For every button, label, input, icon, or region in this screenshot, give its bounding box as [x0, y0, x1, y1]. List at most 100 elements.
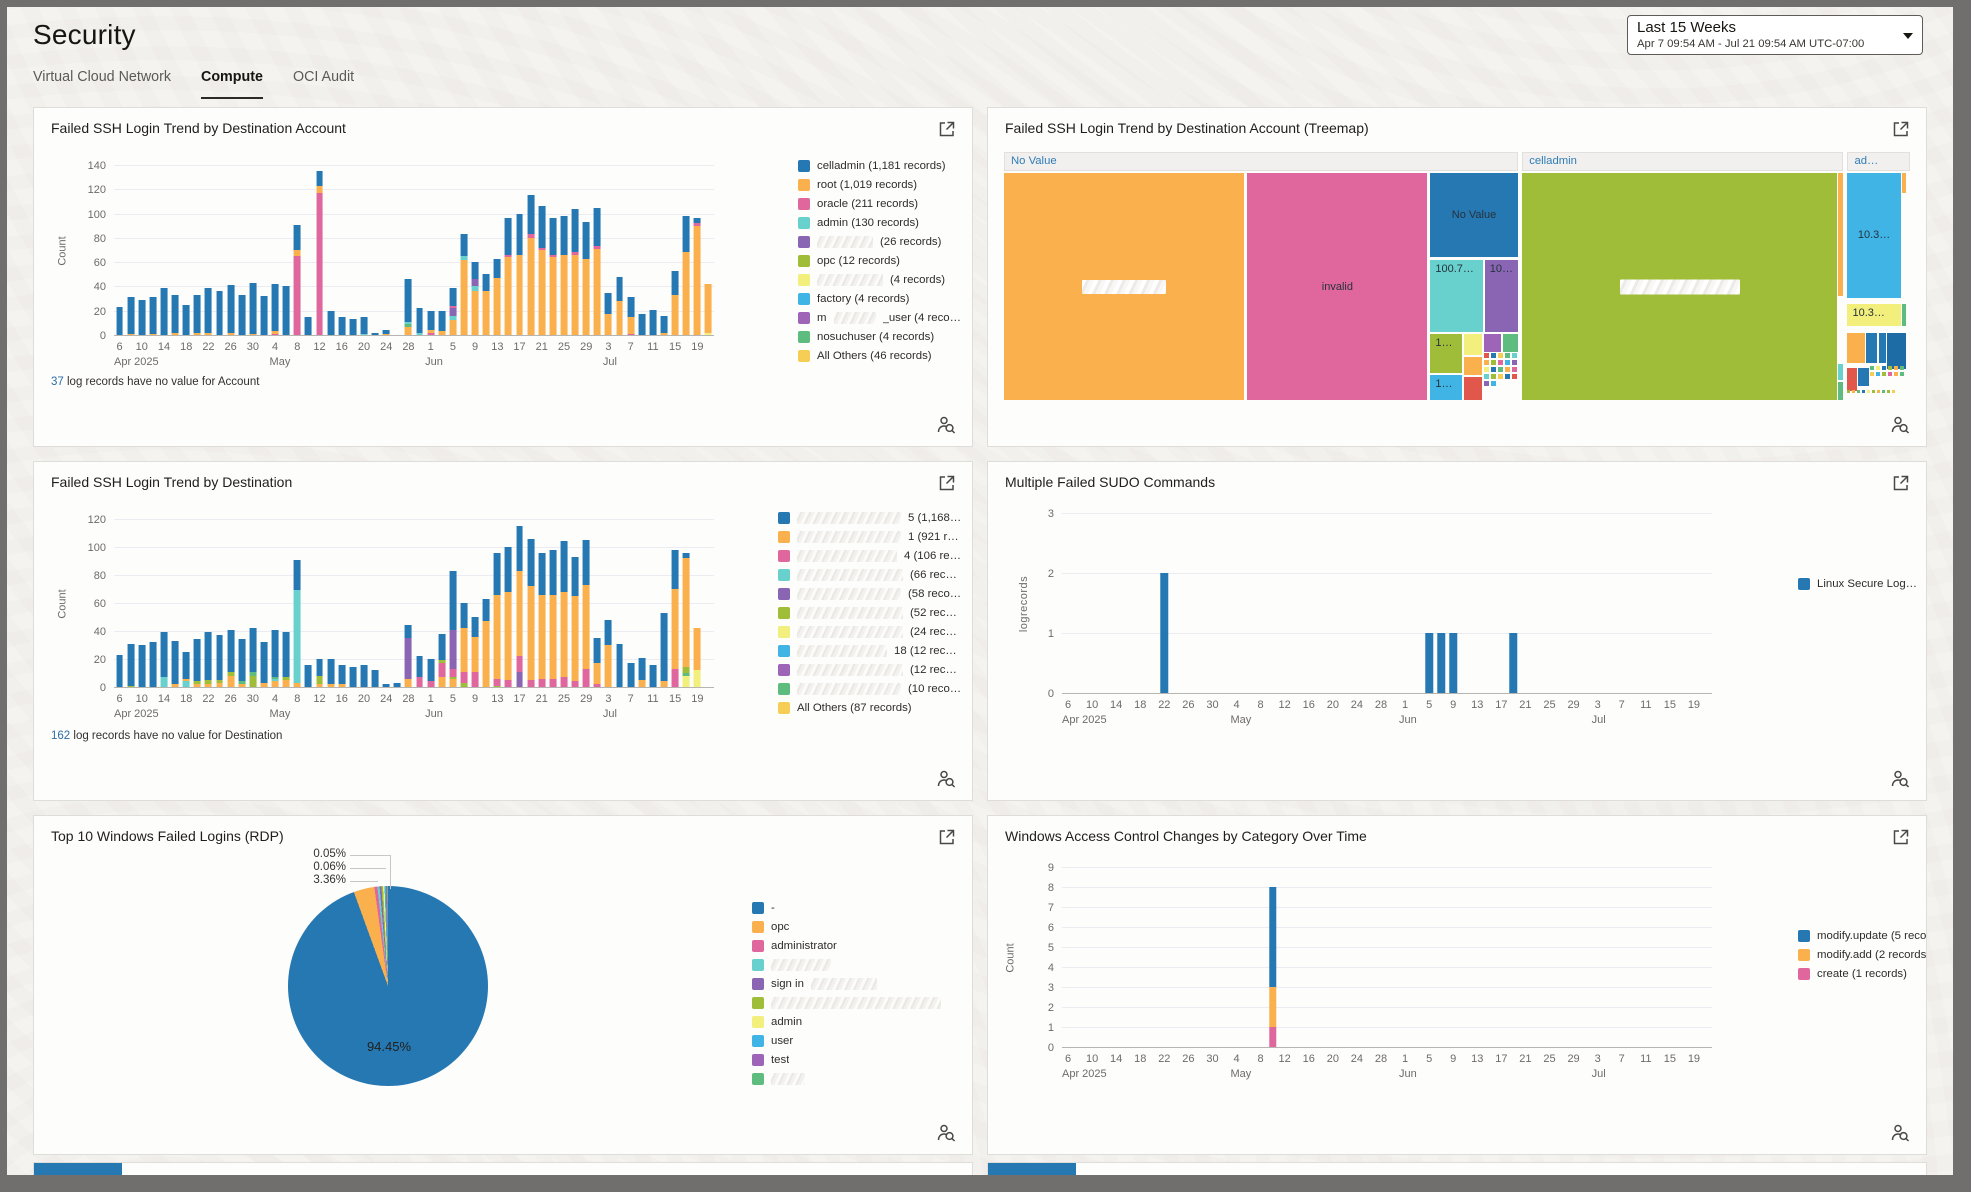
- treemap-cell[interactable]: [1490, 367, 1496, 373]
- bar[interactable]: [416, 308, 423, 335]
- treemap-cell[interactable]: [1886, 333, 1906, 370]
- bar[interactable]: [238, 294, 246, 335]
- bar[interactable]: [1160, 573, 1169, 693]
- tab-oci-audit[interactable]: OCI Audit: [292, 69, 355, 85]
- bar[interactable]: [1268, 887, 1277, 1047]
- treemap-group-header[interactable]: ad…: [1847, 152, 1910, 171]
- bar[interactable]: [338, 664, 346, 687]
- bar[interactable]: [1449, 633, 1457, 693]
- treemap-cell[interactable]: [1483, 367, 1489, 373]
- user-analytics-icon[interactable]: [1889, 1122, 1911, 1144]
- bar[interactable]: [627, 297, 635, 335]
- bar[interactable]: [293, 224, 301, 335]
- bar[interactable]: [482, 598, 490, 687]
- bar[interactable]: [360, 316, 368, 335]
- treemap-group-header[interactable]: No Value: [1004, 152, 1518, 171]
- legend-item[interactable]: -: [752, 900, 962, 915]
- bar[interactable]: [560, 541, 568, 687]
- bar[interactable]: [316, 659, 323, 687]
- bar[interactable]: [649, 664, 657, 687]
- bar[interactable]: [1509, 633, 1518, 693]
- bar[interactable]: [227, 285, 235, 335]
- bar[interactable]: [238, 639, 246, 687]
- bar[interactable]: [705, 284, 712, 335]
- legend-item[interactable]: admin (130 records): [798, 215, 962, 230]
- legend-item[interactable]: (4 records): [798, 272, 962, 287]
- ssh-account-treemap[interactable]: No Value invalid No Value 100.7… 10… 1… 1… cell…: [1004, 152, 1910, 400]
- bar[interactable]: [338, 316, 346, 335]
- treemap-cell[interactable]: [1899, 365, 1904, 370]
- tab-virtual-cloud-network[interactable]: Virtual Cloud Network: [33, 69, 171, 85]
- bar[interactable]: [405, 279, 412, 335]
- bar[interactable]: [282, 632, 290, 687]
- bar[interactable]: [693, 218, 701, 335]
- bar[interactable]: [671, 549, 679, 687]
- bar[interactable]: [116, 654, 123, 687]
- treemap-cell[interactable]: [1511, 360, 1517, 366]
- bar[interactable]: [638, 657, 646, 687]
- bar[interactable]: [127, 643, 135, 687]
- legend-item[interactable]: root (1,019 records): [798, 177, 962, 192]
- bar[interactable]: [549, 549, 557, 687]
- bar[interactable]: [593, 207, 601, 335]
- treemap-cell[interactable]: [1522, 173, 1838, 400]
- bar[interactable]: [471, 617, 479, 687]
- treemap-cell[interactable]: [1483, 374, 1489, 380]
- treemap-cell[interactable]: [1893, 371, 1898, 376]
- treemap-cell[interactable]: [1881, 365, 1886, 370]
- user-analytics-icon[interactable]: [1889, 414, 1911, 436]
- bar[interactable]: [527, 538, 535, 687]
- bar[interactable]: [571, 208, 579, 335]
- treemap-cell[interactable]: [1875, 371, 1880, 376]
- treemap-cell[interactable]: [1483, 353, 1489, 359]
- treemap-cell[interactable]: [1887, 371, 1892, 376]
- treemap-cell[interactable]: [1504, 374, 1510, 380]
- treemap-cell[interactable]: [1869, 365, 1874, 370]
- treemap-cell[interactable]: [1867, 389, 1871, 393]
- user-analytics-icon[interactable]: [935, 768, 957, 790]
- bar[interactable]: [327, 659, 335, 687]
- legend-item[interactable]: 5 (1,168 reco…: [778, 510, 962, 525]
- bar[interactable]: [505, 218, 512, 335]
- treemap-cell[interactable]: 100.7…: [1430, 260, 1483, 332]
- treemap-cell[interactable]: 10…: [1484, 260, 1518, 332]
- bar[interactable]: [160, 632, 168, 687]
- ssh-destination-chart[interactable]: 0 20 40 60 80 100 120 Count 6 10 14 18 22 26 30 4 8 12 16 2…: [57, 514, 714, 720]
- bar[interactable]: [216, 291, 223, 335]
- bar[interactable]: [260, 642, 268, 687]
- open-in-new-window-icon[interactable]: [937, 473, 957, 493]
- treemap-cell[interactable]: 1…: [1430, 375, 1463, 400]
- bar[interactable]: [149, 297, 157, 335]
- legend-item[interactable]: modify.add (2 records): [1798, 947, 1926, 962]
- bar[interactable]: [305, 664, 312, 687]
- treemap-cell[interactable]: [1837, 173, 1843, 296]
- time-range-select[interactable]: Last 15 Weeks Apr 7 09:54 AM - Jul 21 09…: [1627, 15, 1923, 55]
- legend-item[interactable]: opc: [752, 919, 962, 934]
- bar[interactable]: [660, 315, 668, 335]
- bar[interactable]: [249, 628, 257, 687]
- bar[interactable]: [616, 643, 623, 687]
- bar[interactable]: [227, 629, 235, 687]
- bar[interactable]: [382, 330, 390, 335]
- bar[interactable]: [249, 282, 257, 335]
- legend-item[interactable]: All Others (87 records): [778, 700, 962, 715]
- bar[interactable]: [505, 547, 512, 687]
- bar[interactable]: [193, 639, 201, 687]
- legend-item[interactable]: (66 records): [778, 567, 962, 582]
- no-value-count-link[interactable]: 37: [51, 376, 64, 388]
- bar[interactable]: [605, 619, 612, 687]
- legend-item[interactable]: nosuchuser (4 records): [798, 329, 962, 344]
- legend-item[interactable]: modify.update (5 records): [1798, 928, 1926, 943]
- treemap-cell[interactable]: 1…: [1430, 334, 1463, 373]
- bar[interactable]: [449, 570, 457, 687]
- bar[interactable]: [660, 612, 668, 687]
- treemap-cell[interactable]: [1504, 353, 1510, 359]
- bar[interactable]: [171, 294, 179, 335]
- legend-item[interactable]: (12 records): [778, 662, 962, 677]
- treemap-cell[interactable]: [1497, 374, 1503, 380]
- bar[interactable]: [182, 652, 190, 687]
- treemap-cell[interactable]: [1847, 333, 1865, 363]
- bar[interactable]: [493, 552, 501, 687]
- bar[interactable]: [171, 640, 179, 687]
- treemap-cell[interactable]: [1881, 371, 1886, 376]
